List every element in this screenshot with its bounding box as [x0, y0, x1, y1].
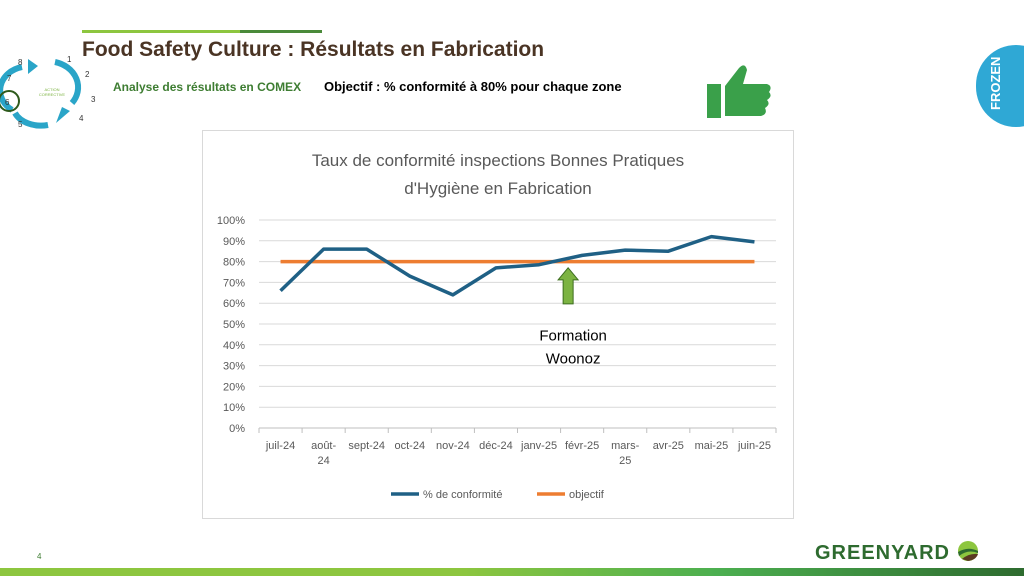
page-title: Food Safety Culture : Résultats en Fabri… [82, 38, 545, 61]
logo-text: GREENYARD [815, 542, 950, 564]
annotation-text: Formation [539, 328, 607, 345]
x-tick-label: janv-25 [520, 440, 557, 452]
y-tick-label: 30% [223, 361, 245, 373]
y-tick-label: 60% [223, 298, 245, 310]
y-tick-label: 90% [223, 236, 245, 248]
page-number: 4 [37, 552, 42, 561]
chart-container: Taux de conformité inspections Bonnes Pr… [202, 130, 794, 519]
x-tick-label: mars- [611, 440, 639, 452]
chart-title-line-2: d'Hygiène en Fabrication [404, 179, 592, 198]
x-tick-label: 24 [318, 455, 330, 467]
frozen-tab-label: FROZEN [988, 56, 1003, 110]
cycle-step: 1 [67, 55, 72, 64]
y-tick-label: 50% [223, 319, 245, 331]
x-tick-label: juin-25 [737, 440, 771, 452]
cycle-step: 2 [85, 70, 90, 79]
chart-title: Taux de conformité inspections Bonnes Pr… [203, 147, 793, 203]
title-accent-bar-dark [240, 30, 322, 33]
cycle-step: 7 [7, 74, 12, 83]
x-tick-label: nov-24 [436, 440, 470, 452]
legend-label: % de conformité [423, 489, 502, 501]
thumbs-up-icon [707, 65, 771, 118]
x-tick-label: oct-24 [395, 440, 426, 452]
x-tick-label: juil-24 [265, 440, 295, 452]
y-tick-label: 20% [223, 381, 245, 393]
y-tick-label: 80% [223, 257, 245, 269]
objective-text: Objectif : % conformité à 80% pour chaqu… [324, 79, 622, 94]
cycle-step: 3 [91, 95, 96, 104]
frozen-tab: FROZEN [976, 45, 1024, 127]
annotation-text: Woonoz [546, 351, 601, 368]
logo-globe-icon [957, 541, 978, 561]
y-tick-label: 70% [223, 277, 245, 289]
y-tick-label: 0% [229, 423, 245, 435]
chart-title-line-1: Taux de conformité inspections Bonnes Pr… [311, 151, 685, 170]
chart-plot: 0% 10% 20% 30% 40% 50% 60% 70% 80% 90% 100% juil-24… [217, 215, 777, 501]
up-arrow-icon [557, 267, 580, 305]
cycle-step: 8 [18, 58, 23, 67]
x-tick-label: févr-25 [565, 440, 599, 452]
cycle-diagram-icon: ACTION CORRECTIVE 1 2 3 4 5 6 7 8 [0, 55, 96, 129]
x-tick-label: août- [311, 440, 336, 452]
y-tick-label: 10% [223, 402, 245, 414]
footer-bar [0, 568, 1024, 576]
cycle-step: 4 [79, 114, 84, 123]
greenyard-logo: GREENYARD [815, 540, 979, 565]
x-tick-label: mai-25 [695, 440, 729, 452]
x-tick-label: déc-24 [479, 440, 513, 452]
y-tick-label: 40% [223, 340, 245, 352]
cycle-center-line-1: ACTION [44, 87, 59, 92]
series-line-conformite [279, 234, 755, 297]
title-accent-bar [82, 30, 322, 33]
y-tick-label: 100% [217, 215, 245, 227]
cycle-step: 6 [5, 98, 10, 107]
cycle-step: 5 [18, 120, 23, 129]
cycle-center-line-2: CORRECTIVE [39, 92, 66, 97]
x-tick-label: avr-25 [653, 440, 684, 452]
x-tick-label: sept-24 [348, 440, 385, 452]
x-tick-label: 25 [619, 455, 631, 467]
subtitle: Analyse des résultats en COMEX [113, 80, 302, 94]
legend-label: objectif [569, 489, 605, 501]
